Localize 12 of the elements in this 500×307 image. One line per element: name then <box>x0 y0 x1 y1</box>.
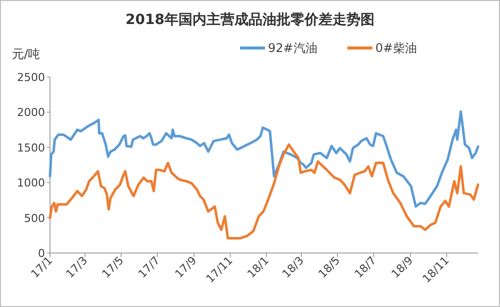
y-axis-title: 元/吨 <box>12 47 40 61</box>
legend-label: 92#汽油 <box>268 41 318 55</box>
y-tick-label: 500 <box>24 212 45 225</box>
y-tick-label: 1500 <box>17 141 45 154</box>
y-tick-label: 2000 <box>17 106 45 120</box>
y-tick-label: 0 <box>38 247 45 260</box>
y-tick-label: 2500 <box>17 71 45 84</box>
legend-label: 0#柴油 <box>375 41 418 55</box>
line-series <box>48 143 480 240</box>
chart-title: 2018年国内主营成品油批零价差走势图 <box>126 11 374 28</box>
y-tick-label: 1000 <box>17 176 45 190</box>
line-series <box>48 110 480 208</box>
